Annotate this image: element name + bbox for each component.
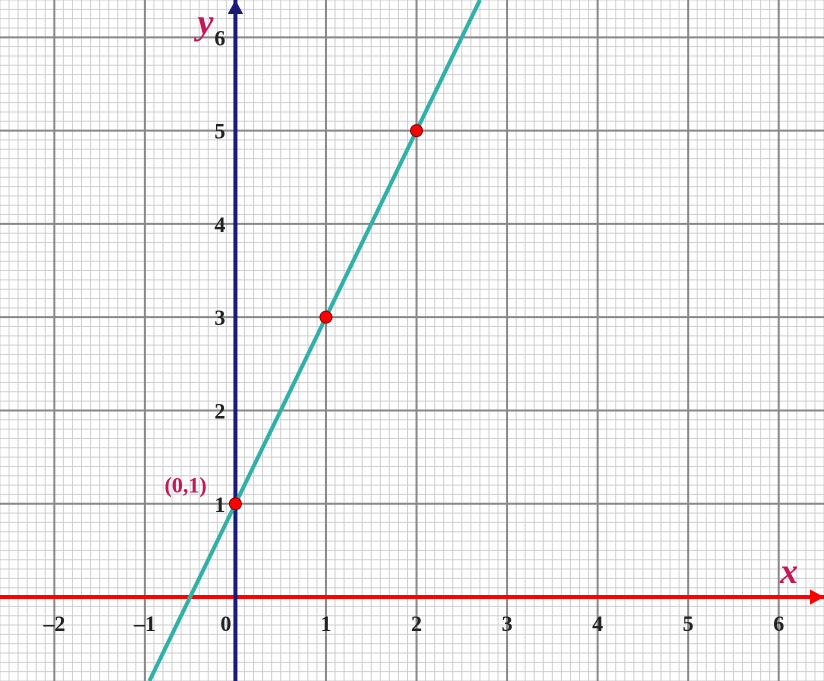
x-tick-label: 0 bbox=[220, 611, 231, 636]
y-tick-label: 5 bbox=[214, 119, 225, 144]
x-tick-label: 6 bbox=[773, 611, 784, 636]
data-point bbox=[411, 125, 423, 137]
y-tick-label: 3 bbox=[214, 305, 225, 330]
y-tick-label: 2 bbox=[214, 398, 225, 423]
coordinate-graph: –2 –1 0 1 2 3 4 5 6 1 2 3 4 5 6 x y (0,1) bbox=[0, 0, 824, 681]
x-tick-label: 2 bbox=[411, 611, 422, 636]
x-tick-label: –2 bbox=[42, 611, 65, 636]
data-point bbox=[320, 311, 332, 323]
x-axis-label: x bbox=[779, 551, 798, 591]
y-tick-label: 4 bbox=[214, 212, 225, 237]
y-tick-label: 6 bbox=[214, 25, 225, 50]
x-tick-label: 4 bbox=[592, 611, 603, 636]
point-annotation: (0,1) bbox=[165, 473, 207, 498]
y-tick-label: 1 bbox=[214, 492, 225, 517]
x-tick-label: 1 bbox=[320, 611, 331, 636]
data-point bbox=[229, 498, 241, 510]
x-tick-label: 3 bbox=[502, 611, 513, 636]
y-axis-label: y bbox=[193, 2, 214, 42]
x-tick-label: –1 bbox=[133, 611, 156, 636]
x-tick-label: 5 bbox=[683, 611, 694, 636]
